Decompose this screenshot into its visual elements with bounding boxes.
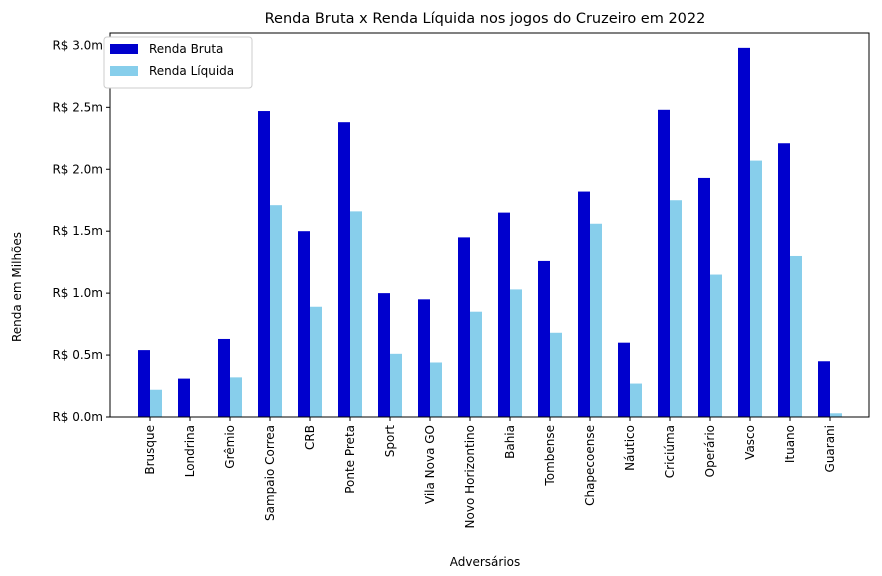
bar: [550, 332, 562, 417]
bar: [538, 260, 550, 417]
bar: [390, 353, 402, 417]
bar: [510, 289, 522, 417]
x-tick-label: Guarani: [823, 425, 837, 472]
series-0: [138, 47, 830, 418]
y-tick-label: R$ 0.0m: [52, 410, 103, 424]
x-tick-label: Londrina: [183, 425, 197, 477]
bar: [338, 122, 350, 417]
y-tick-label: R$ 3.0m: [52, 38, 103, 52]
bar: [138, 350, 150, 417]
x-tick-label: Sport: [383, 425, 397, 458]
bar: [710, 274, 722, 417]
chart-title: Renda Bruta x Renda Líquida nos jogos do…: [265, 11, 706, 27]
bar: [418, 299, 430, 417]
series-1: [150, 160, 842, 417]
y-tick-label: R$ 1.0m: [52, 286, 103, 300]
bar: [430, 362, 442, 417]
x-tick-label: Grêmio: [223, 425, 237, 469]
bar: [790, 255, 802, 417]
bar: [658, 109, 670, 418]
bar: [310, 306, 322, 417]
bar: [830, 413, 842, 417]
x-tick-label: Bahia: [503, 425, 517, 459]
bar: [350, 211, 362, 417]
x-tick-label: Tombense: [543, 425, 557, 487]
axes-frame: [109, 32, 870, 418]
bar: [818, 361, 830, 417]
y-tick-label: R$ 2.0m: [52, 162, 103, 176]
bar: [750, 160, 762, 417]
bar: [230, 377, 242, 417]
bar: [738, 47, 750, 418]
x-tick-label: Vila Nova GO: [423, 425, 437, 504]
y-axis-label: Renda em Milhões: [10, 232, 24, 342]
x-tick-label: Ituano: [783, 425, 797, 463]
bar: [150, 389, 162, 417]
bar: [630, 383, 642, 417]
bar: [270, 205, 282, 417]
bar: [178, 378, 190, 417]
x-tick-label: Sampaio Correa: [263, 425, 277, 521]
bar: [298, 231, 310, 417]
legend-box: [103, 36, 253, 89]
bar: [470, 311, 482, 417]
bar: [498, 212, 510, 417]
x-tick-label: Ponte Preta: [343, 425, 357, 494]
bar: [378, 293, 390, 417]
x-axis-label: Adversários: [450, 555, 521, 569]
bar: [698, 177, 710, 417]
bar: [458, 237, 470, 417]
x-tick-label: Operário: [703, 425, 717, 477]
legend: Renda Bruta Renda Líquida: [103, 36, 253, 89]
y-tick-label: R$ 0.5m: [52, 348, 103, 362]
x-tick-label: CRB: [303, 425, 317, 450]
plot-area: R$ 0.0m R$ 0.5m R$ 1.0m R$ 1.5m R$ 2.0m R$ 2.…: [52, 32, 870, 528]
x-tick-label: Criciúma: [663, 425, 677, 478]
bar: [670, 200, 682, 417]
y-tick-label: R$ 2.5m: [52, 100, 103, 114]
x-tick-label: Náutico: [623, 425, 637, 471]
bar: [258, 111, 270, 418]
bar: [218, 338, 230, 417]
bar: [578, 191, 590, 417]
legend-label: Renda Bruta: [149, 42, 223, 56]
bar: [590, 223, 602, 417]
x-tick-label: Vasco: [743, 425, 757, 460]
legend-swatch: [110, 44, 138, 54]
legend-swatch: [110, 66, 138, 76]
bar: [618, 342, 630, 417]
legend-label: Renda Líquida: [149, 64, 234, 78]
x-tick-label: Chapecoense: [583, 425, 597, 506]
x-tick-label: Brusque: [143, 425, 157, 475]
bar: [778, 143, 790, 417]
y-tick-label: R$ 1.5m: [52, 224, 103, 238]
x-tick-label: Novo Horizontino: [463, 425, 477, 528]
